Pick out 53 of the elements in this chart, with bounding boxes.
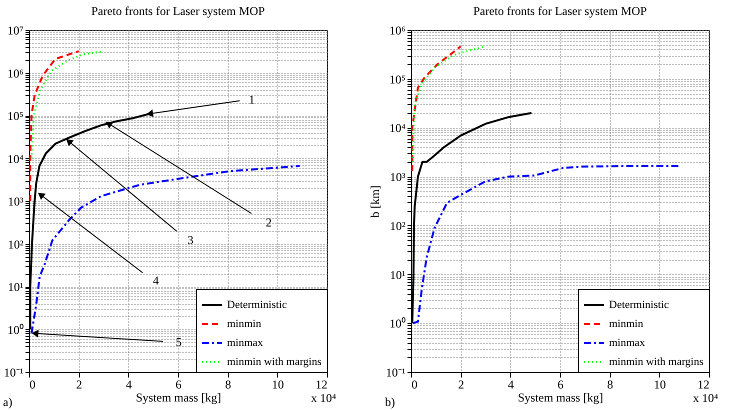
y-tick-label: 10⁴ bbox=[389, 121, 406, 136]
text: x 10⁴ bbox=[693, 391, 718, 405]
annotation: 2 bbox=[266, 216, 272, 230]
legend-label: minmin bbox=[227, 318, 262, 330]
chart-title: Pareto fronts for Laser system MOP bbox=[91, 4, 266, 18]
text: b) bbox=[385, 395, 395, 409]
y-tick-label: 10⁷ bbox=[7, 24, 24, 38]
y-tick-label: 10³ bbox=[8, 194, 24, 208]
legend-label: Deterministic bbox=[227, 299, 287, 311]
y-tick-label: 10⁰ bbox=[8, 322, 24, 337]
legend-label: minmin with margins bbox=[609, 356, 704, 368]
x-tick-label: 12 bbox=[316, 378, 328, 392]
annotation: 4 bbox=[152, 274, 159, 288]
y-tick-label: 10⁶ bbox=[7, 66, 24, 80]
text: a) bbox=[3, 395, 12, 409]
y-tick-label: 10¹ bbox=[390, 268, 406, 282]
y-tick-label: 10¹ bbox=[8, 280, 24, 294]
x-tick-label: 8 bbox=[225, 378, 232, 392]
legend-label: minmax bbox=[227, 337, 264, 349]
y-tick-label: 10⁻¹ bbox=[4, 366, 24, 380]
x-tick-label: 6 bbox=[558, 378, 564, 392]
y-tick-label: 10³ bbox=[390, 170, 406, 184]
y-tick-label: 10⁴ bbox=[7, 152, 24, 166]
y-tick-label: 10⁵ bbox=[7, 109, 24, 123]
legend-label: Deterministic bbox=[609, 299, 669, 311]
y-tick-label: 10⁶ bbox=[389, 24, 406, 38]
x-tick-label: 0 bbox=[30, 378, 36, 392]
y-tick-label: 10² bbox=[390, 218, 406, 233]
annotation: 1 bbox=[248, 92, 255, 106]
y-tick-label: 10⁰ bbox=[390, 316, 406, 331]
x-tick-label: 6 bbox=[176, 378, 182, 392]
chart-title: Pareto fronts for Laser system MOP bbox=[473, 4, 648, 18]
text: x 10⁴ bbox=[311, 391, 336, 405]
x-tick-label: 12 bbox=[698, 378, 710, 392]
x-tick-label: 2 bbox=[76, 378, 82, 392]
y-tick-label: 10² bbox=[8, 237, 24, 252]
y-axis-title: b [km] bbox=[368, 185, 382, 218]
legend-label: minmin with margins bbox=[227, 356, 322, 368]
x-tick-label: 2 bbox=[458, 378, 464, 392]
x-axis-title: System mass [kg] bbox=[136, 390, 222, 404]
y-tick-label: 10⁵ bbox=[389, 72, 406, 86]
x-tick-label: 0 bbox=[412, 378, 418, 392]
y-tick-label: 10⁻¹ bbox=[386, 366, 406, 380]
x-tick-label: 8 bbox=[607, 378, 614, 392]
x-tick-label: 10 bbox=[654, 378, 666, 392]
x-tick-label: 4 bbox=[508, 378, 514, 392]
x-axis-title: System mass [kg] bbox=[518, 390, 604, 404]
legend-label: minmax bbox=[609, 337, 646, 349]
x-tick-label: 4 bbox=[126, 378, 132, 392]
x-tick-label: 10 bbox=[272, 378, 284, 392]
annotation: 3 bbox=[188, 233, 194, 248]
annotation: 5 bbox=[176, 335, 182, 350]
legend-label: minmin bbox=[609, 318, 644, 330]
